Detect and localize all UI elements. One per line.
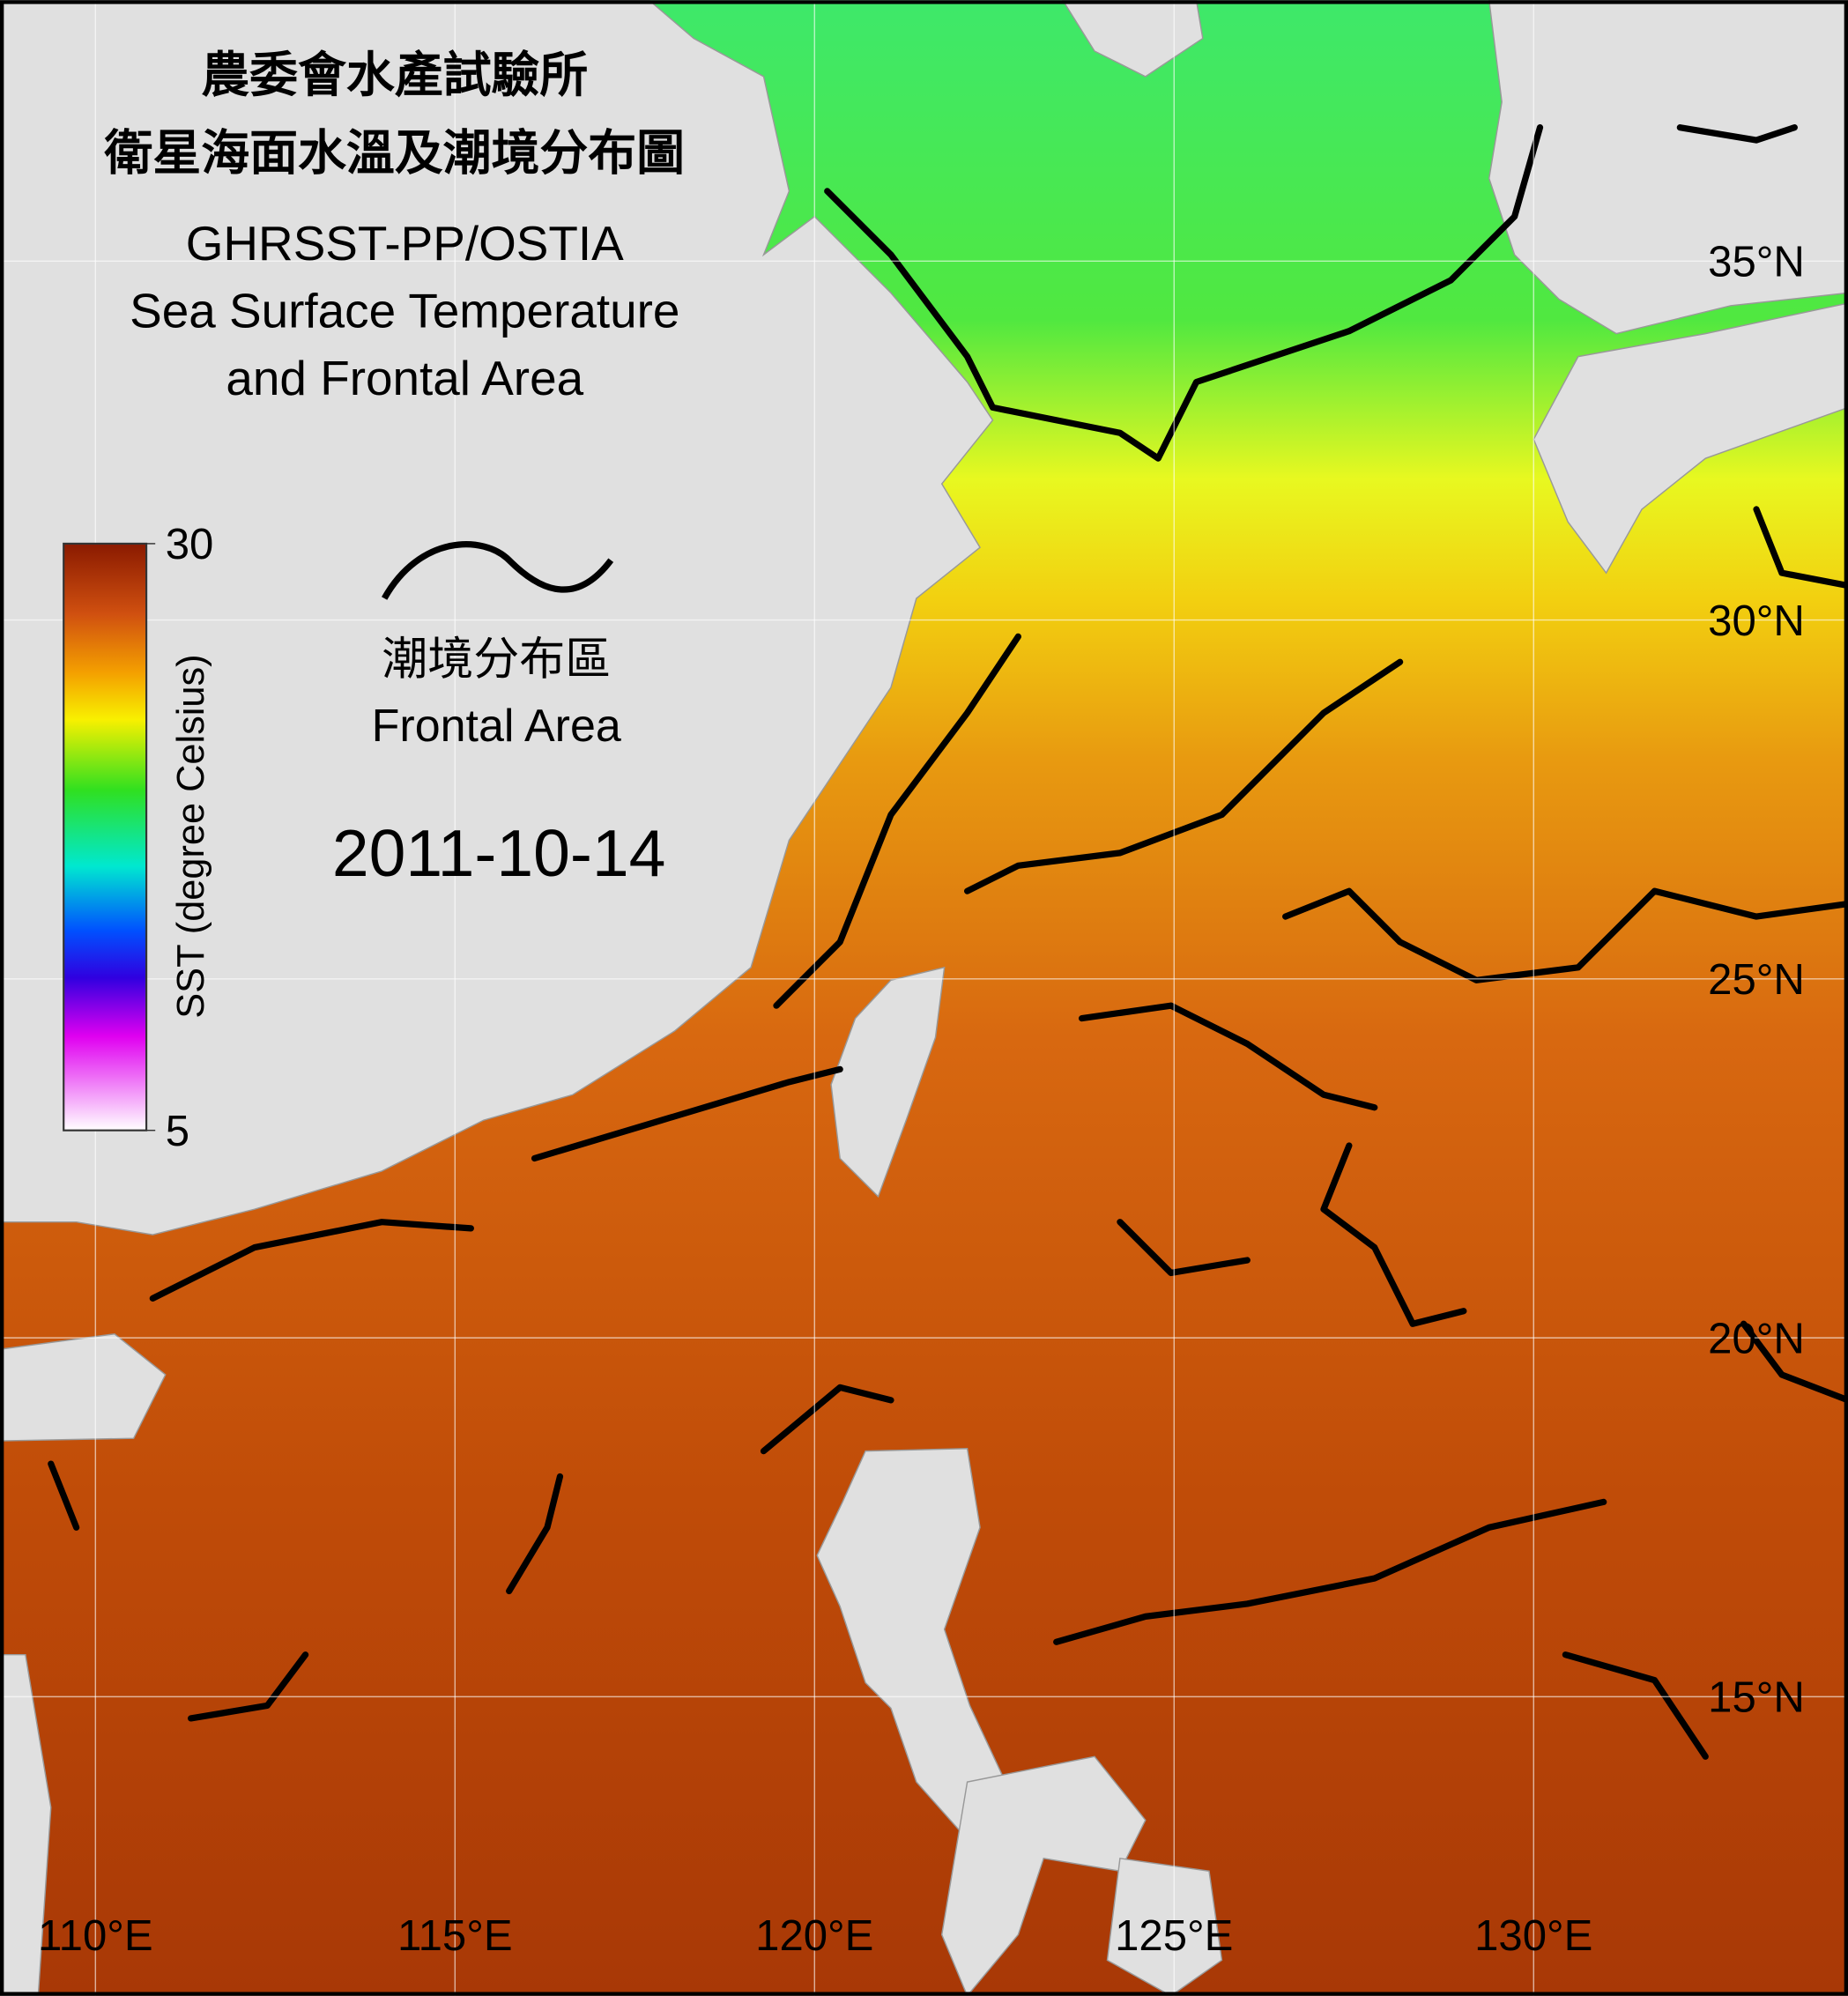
lon-label: 125°E	[1115, 1912, 1233, 1960]
date: 2011-10-14	[332, 816, 665, 890]
colorbar-tick-label: 30	[166, 521, 214, 568]
legend-symbol	[382, 541, 614, 600]
lon-label: 130°E	[1474, 1912, 1592, 1960]
lat-label: 30°N	[1708, 597, 1805, 645]
lat-label: 20°N	[1708, 1315, 1805, 1362]
lat-label: 15°N	[1708, 1674, 1805, 1722]
title-line: 衛星海面水溫及潮境分布圖	[103, 125, 685, 180]
title-line: 農委會水產試驗所	[201, 48, 588, 102]
colorbar-ramp	[63, 542, 148, 1132]
title-line: GHRSST-PP/OSTIA	[186, 216, 624, 271]
frontal-areas	[48, 124, 1848, 1760]
lat-label: 35°N	[1708, 239, 1805, 286]
lon-label: 115°E	[397, 1912, 513, 1960]
colorbar-tick-label: 5	[166, 1108, 189, 1155]
title-block: 農委會水產試驗所 衛星海面水溫及潮境分布圖 GHRSST-PP/OSTIA Se…	[103, 48, 685, 405]
title-line: Sea Surface Temperature	[130, 283, 679, 338]
legend-label: Frontal Area	[372, 701, 621, 752]
lon-label: 110°E	[38, 1912, 153, 1960]
title-line: and Frontal Area	[226, 351, 583, 405]
colorbar-label: SST (degree Celsius)	[170, 654, 212, 1018]
lat-label: 25°N	[1708, 956, 1805, 1004]
colorbar: SST (degree Celsius) 5 30	[63, 521, 213, 1155]
lon-label: 120°E	[755, 1912, 873, 1960]
legend-label: 潮境分布區	[382, 634, 611, 686]
legend: 潮境分布區 Frontal Area	[372, 541, 621, 752]
